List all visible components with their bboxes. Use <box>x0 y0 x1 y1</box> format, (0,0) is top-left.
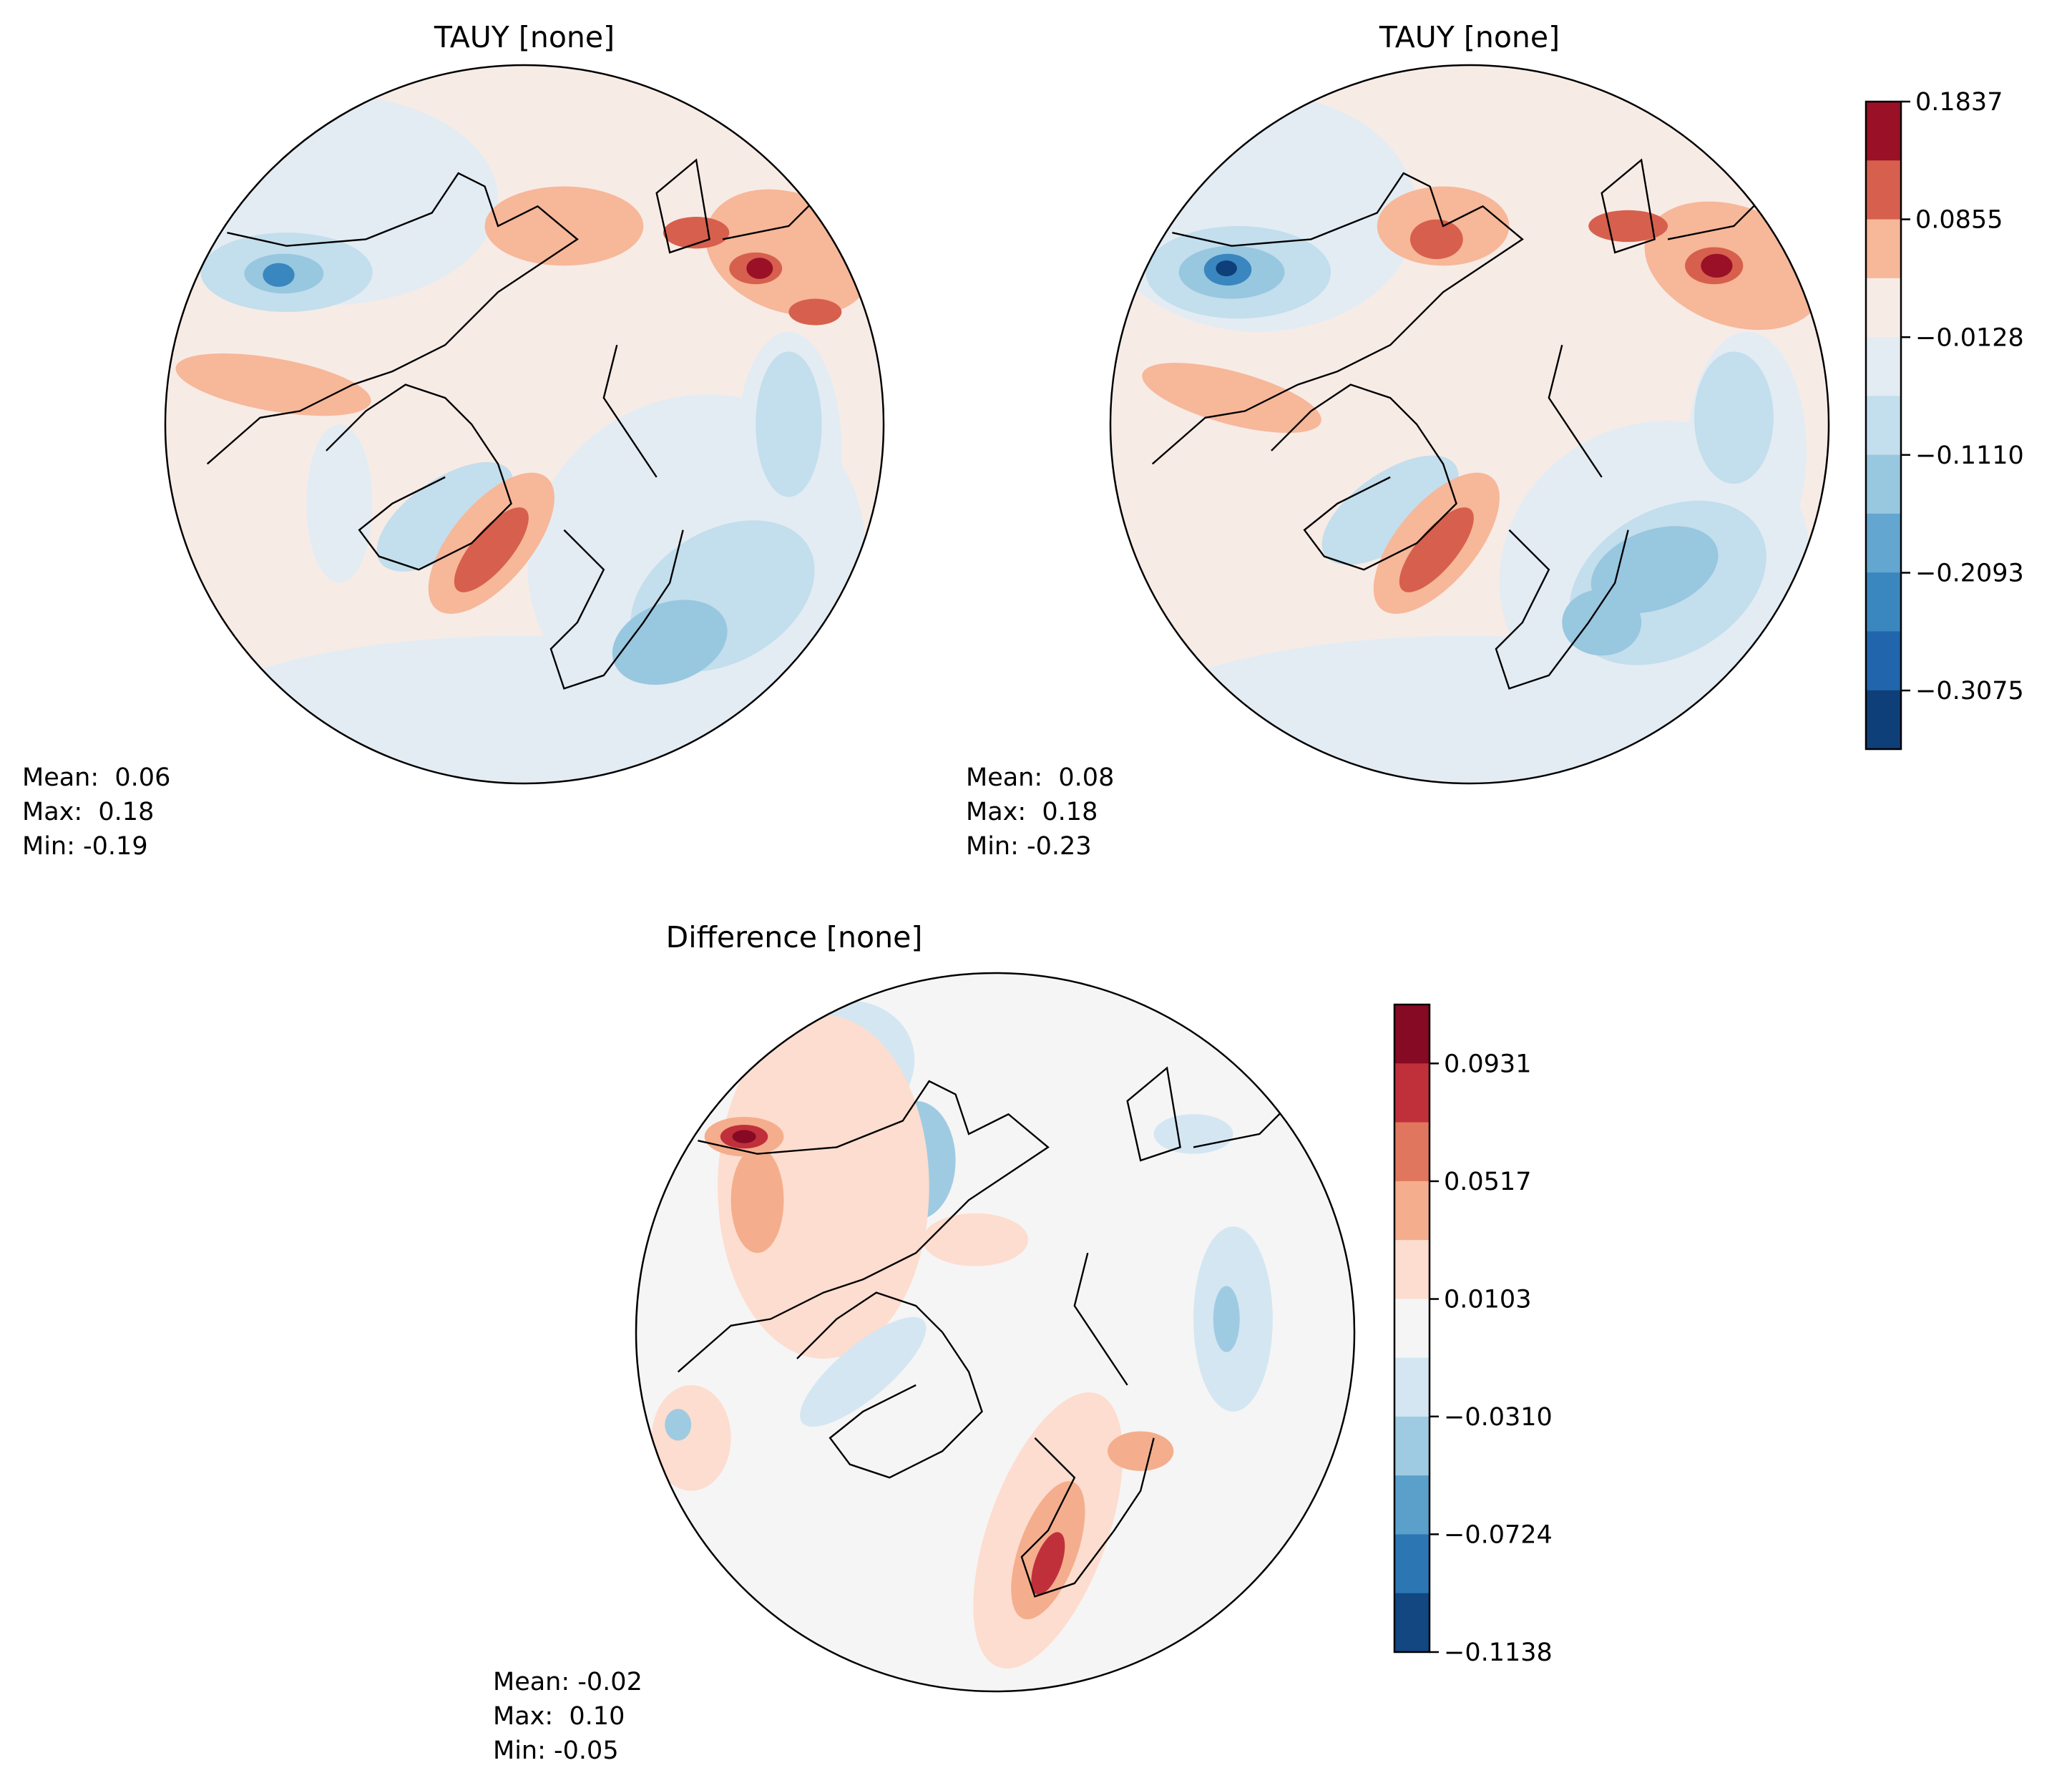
colorbar-tick-label: −0.0128 <box>1915 323 2024 352</box>
contour-region <box>665 1409 692 1441</box>
colorbar-tick-label: −0.1110 <box>1915 441 2024 470</box>
colorbar-band <box>1394 1005 1430 1064</box>
contour-region <box>663 217 730 249</box>
colorbar-tick-label: −0.0724 <box>1444 1520 1553 1549</box>
contour-region <box>1562 589 1642 656</box>
colorbar-band <box>1866 690 1901 750</box>
colorbar-band <box>1394 1357 1430 1417</box>
contour-region <box>306 424 373 583</box>
colorbar-band <box>1866 337 1901 396</box>
contour-region <box>922 1213 1029 1266</box>
colorbar-tick-label: −0.1138 <box>1444 1638 1553 1667</box>
coastlines <box>1151 158 1814 690</box>
contour-region <box>788 298 842 326</box>
colorbar-band <box>1866 160 1901 220</box>
contour-region <box>376 461 514 572</box>
contour-region <box>1321 455 1459 565</box>
contour-region <box>1031 1532 1065 1596</box>
colorbar-tick-label: −0.3075 <box>1915 677 2024 705</box>
contour-region <box>651 1384 731 1491</box>
panel-2-min: Min: -0.23 <box>966 832 1092 861</box>
colorbar-diff: 0.0931 0.0517 0.0103 −0.0310 −0.0724 −0.1138 <box>1393 1003 1553 1667</box>
contour-region <box>800 1316 927 1427</box>
map-panel-3 <box>635 972 1356 1693</box>
panel-1-min: Min: -0.19 <box>22 832 148 861</box>
panel-3-max: Max: 0.10 <box>493 1702 625 1731</box>
map-boundary <box>635 972 1356 1693</box>
contour-region <box>1588 210 1668 243</box>
colorbar-band <box>1866 631 1901 691</box>
panel-1-mean: Mean: 0.06 <box>22 763 170 792</box>
colorbar-band <box>1394 1475 1430 1535</box>
colorbar-band <box>1394 1593 1430 1653</box>
map-panel-2 <box>1109 64 1830 785</box>
panel-1-max: Max: 0.18 <box>22 798 154 826</box>
contour-region <box>1409 219 1463 260</box>
contour-region <box>484 186 644 266</box>
contour-region <box>1694 351 1774 484</box>
contour-region <box>1213 1286 1240 1352</box>
colorbar-band <box>1866 513 1901 573</box>
coastlines <box>677 1066 1339 1598</box>
colorbar-band <box>1394 1299 1430 1359</box>
colorbar-band <box>1394 1122 1430 1182</box>
contour-region <box>1399 507 1474 592</box>
colorbar-tick-label: 0.0517 <box>1444 1168 1531 1196</box>
map-panel-1 <box>164 64 885 785</box>
colorbar-band <box>1866 219 1901 279</box>
colorbar-band <box>1866 102 1901 161</box>
contour-region <box>732 1130 756 1143</box>
panel-3-mean: Mean: -0.02 <box>493 1668 642 1696</box>
panel-2-title: TAUY [none] <box>1379 20 1560 54</box>
contour-region <box>730 1147 784 1254</box>
colorbar-band <box>1866 278 1901 338</box>
contour-region <box>263 263 295 287</box>
colorbar-band <box>1866 454 1901 514</box>
contour-region <box>746 258 773 279</box>
panel-3-min: Min: -0.05 <box>493 1736 619 1765</box>
colorbar-tick-label: 0.1837 <box>1915 88 2003 117</box>
colorbar-band <box>1394 1063 1430 1123</box>
colorbar-band <box>1394 1181 1430 1241</box>
colorbar-band <box>1866 396 1901 456</box>
contour-region <box>1701 253 1733 278</box>
colorbar-tick-label: −0.2093 <box>1915 560 2024 588</box>
contour-region <box>1153 1114 1233 1154</box>
contour-region <box>454 507 529 592</box>
map-boundary <box>164 64 885 785</box>
contour-region <box>1142 363 1321 433</box>
colorbar-band <box>1866 572 1901 632</box>
contour-region <box>612 600 728 685</box>
map-boundary <box>1109 64 1830 785</box>
colorbar-tick-label: 0.0103 <box>1444 1286 1531 1314</box>
colorbar-tick-label: −0.0310 <box>1444 1403 1553 1432</box>
contour-region <box>1107 1431 1174 1471</box>
colorbar-shared-1: 0.1837 0.0855 −0.0128 −0.1110 −0.2093 −0.3075 <box>1865 88 2024 751</box>
contour-region <box>756 351 822 497</box>
colorbar-band <box>1394 1240 1430 1299</box>
panel-1-title: TAUY [none] <box>434 20 615 54</box>
panel-2-max: Max: 0.18 <box>966 798 1098 826</box>
contour-region <box>1216 260 1237 277</box>
panel-2-mean: Mean: 0.08 <box>966 763 1114 792</box>
colorbar-band <box>1394 1416 1430 1476</box>
colorbar-tick-label: 0.0855 <box>1915 206 2003 235</box>
colorbar-band <box>1394 1534 1430 1594</box>
colorbar-tick-label: 0.0931 <box>1444 1050 1531 1078</box>
panel-3-title: Difference [none] <box>666 920 923 954</box>
